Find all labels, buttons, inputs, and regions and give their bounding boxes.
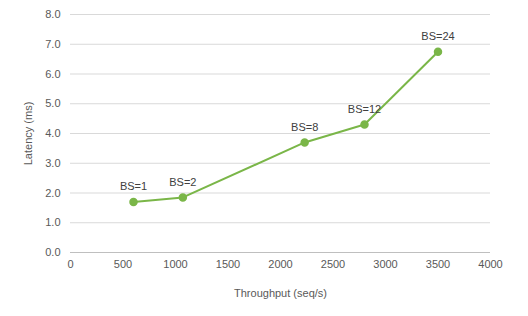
svg-text:7.0: 7.0 xyxy=(45,38,60,50)
svg-text:BS=12: BS=12 xyxy=(348,103,381,115)
svg-text:4000: 4000 xyxy=(478,258,502,270)
svg-text:5.0: 5.0 xyxy=(45,97,60,109)
svg-text:0: 0 xyxy=(67,258,73,270)
svg-text:4.0: 4.0 xyxy=(45,127,60,139)
svg-text:6.0: 6.0 xyxy=(45,68,60,80)
svg-text:3000: 3000 xyxy=(373,258,397,270)
svg-text:BS=8: BS=8 xyxy=(291,121,318,133)
svg-text:2000: 2000 xyxy=(268,258,292,270)
svg-text:2.0: 2.0 xyxy=(45,187,60,199)
svg-text:1500: 1500 xyxy=(216,258,240,270)
svg-text:Throughput (seq/s): Throughput (seq/s) xyxy=(234,287,327,299)
svg-text:Latency (ms): Latency (ms) xyxy=(22,102,34,166)
svg-text:BS=24: BS=24 xyxy=(421,30,454,42)
svg-text:1.0: 1.0 xyxy=(45,216,60,228)
svg-text:BS=2: BS=2 xyxy=(169,176,196,188)
svg-text:8.0: 8.0 xyxy=(45,8,60,20)
svg-text:2500: 2500 xyxy=(321,258,345,270)
svg-text:0.0: 0.0 xyxy=(45,246,60,258)
svg-text:3500: 3500 xyxy=(426,258,450,270)
svg-text:BS=1: BS=1 xyxy=(120,180,147,192)
svg-text:500: 500 xyxy=(114,258,132,270)
svg-text:1000: 1000 xyxy=(163,258,187,270)
svg-text:3.0: 3.0 xyxy=(45,157,60,169)
